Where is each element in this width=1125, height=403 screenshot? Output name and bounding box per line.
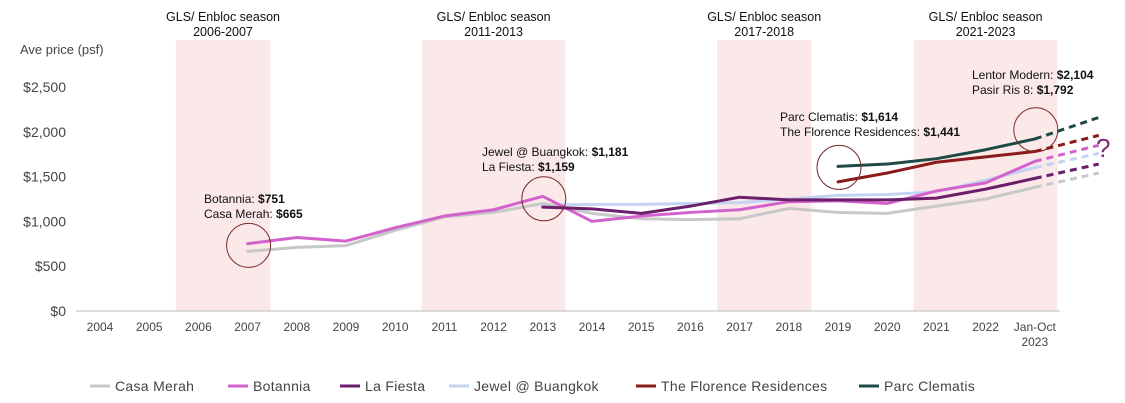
x-tick-label: 2015 <box>628 320 655 334</box>
annotation-line: Lentor Modern: $2,104 <box>972 68 1094 82</box>
x-tick-label: 2020 <box>874 320 901 334</box>
season-title: GLS/ Enbloc season <box>929 10 1043 24</box>
y-tick-label: $2,000 <box>23 124 66 140</box>
season-band <box>175 40 271 311</box>
highlight-circles <box>226 107 1059 268</box>
series-line-the-florence-residences <box>836 150 1037 184</box>
x-tick-label: 2022 <box>972 320 999 334</box>
series-line-parc-clematis <box>836 137 1037 168</box>
y-tick-label: $500 <box>35 258 66 274</box>
y-tick-label: $0 <box>50 303 66 319</box>
season-period: 2017-2018 <box>734 25 794 39</box>
x-tick-label: 2009 <box>333 320 360 334</box>
x-tick-label: 2021 <box>923 320 950 334</box>
y-tick-labels: $0 $500 $1,000 $1,500 $2,000 $2,500 <box>23 79 66 319</box>
annotation-line: Jewel @ Buangkok: $1,181 <box>482 145 629 159</box>
x-tick-label: Jan-Oct 2023 <box>1014 320 1057 349</box>
x-tick-label: 2018 <box>775 320 802 334</box>
x-tick-label: 2004 <box>87 320 114 334</box>
series-line-casa-merah <box>246 185 1037 253</box>
legend-label: La Fiesta <box>365 378 425 394</box>
x-tick-label: 2008 <box>283 320 310 334</box>
season-period: 2011-2013 <box>464 25 523 39</box>
x-tick-label: 2016 <box>677 320 704 334</box>
annotation-line: Parc Clematis: $1,614 <box>780 110 898 124</box>
highlight-circle <box>1013 107 1059 153</box>
x-tick-label: 2006 <box>185 320 212 334</box>
y-tick-label: $1,000 <box>23 213 66 229</box>
x-tick-label: 2017 <box>726 320 753 334</box>
x-tick-label: 2010 <box>382 320 409 334</box>
axes: Ave price (psf) <box>20 42 1060 312</box>
season-title: GLS/ Enbloc season <box>437 10 551 24</box>
legend-label: Parc Clematis <box>884 378 975 394</box>
annotation-line: La Fiesta: $1,159 <box>482 160 575 174</box>
series-projection <box>1034 162 1100 180</box>
series-projection <box>1034 151 1100 170</box>
series-line-la-fiesta <box>541 176 1037 215</box>
legend-label: Botannia <box>253 378 311 394</box>
x-tick-label: 2005 <box>136 320 163 334</box>
annotation-line: Pasir Ris 8: $1,792 <box>972 83 1074 97</box>
series-projection <box>1034 133 1100 153</box>
season-band <box>913 40 1058 311</box>
season-title: GLS/ Enbloc season <box>707 10 821 24</box>
annotation-line: Botannia: $751 <box>204 192 285 206</box>
y-tick-label: $1,500 <box>23 169 66 185</box>
legend-label: Jewel @ Buangkok <box>474 378 600 394</box>
y-tick-label: $2,500 <box>23 79 66 95</box>
x-tick-label: 2007 <box>234 320 261 334</box>
legend: Casa Merah Botannia La Fiesta Jewel @ Buang… <box>90 378 975 394</box>
x-tick-label: 2011 <box>431 320 457 334</box>
highlight-circle <box>521 176 567 222</box>
legend-label: The Florence Residences <box>661 378 827 394</box>
highlight-circle <box>226 222 272 268</box>
x-tick-label: 2014 <box>579 320 606 334</box>
series-lines <box>246 116 1100 253</box>
season-title: GLS/ Enbloc season <box>166 10 280 24</box>
annotation-line: The Florence Residences: $1,441 <box>780 125 960 139</box>
season-band <box>421 40 566 311</box>
season-band <box>717 40 812 311</box>
highlight-circle <box>816 144 862 190</box>
series-projection <box>1034 143 1100 163</box>
question-mark: ? <box>1096 133 1110 163</box>
season-period: 2006-2007 <box>193 25 253 39</box>
season-bands <box>175 40 1058 311</box>
season-period: 2021-2023 <box>956 25 1016 39</box>
x-tick-label: 2013 <box>529 320 556 334</box>
annotation-line: Casa Merah: $665 <box>204 207 303 221</box>
x-tick-label: 2019 <box>825 320 852 334</box>
x-tick-label: 2012 <box>480 320 507 334</box>
series-projection <box>1034 171 1100 189</box>
legend-label: Casa Merah <box>115 378 194 394</box>
x-tick-labels: 2004 2005 2006 2007 2008 2009 2010 2011 2012 2013… <box>87 320 1057 349</box>
y-axis-label: Ave price (psf) <box>20 42 104 57</box>
